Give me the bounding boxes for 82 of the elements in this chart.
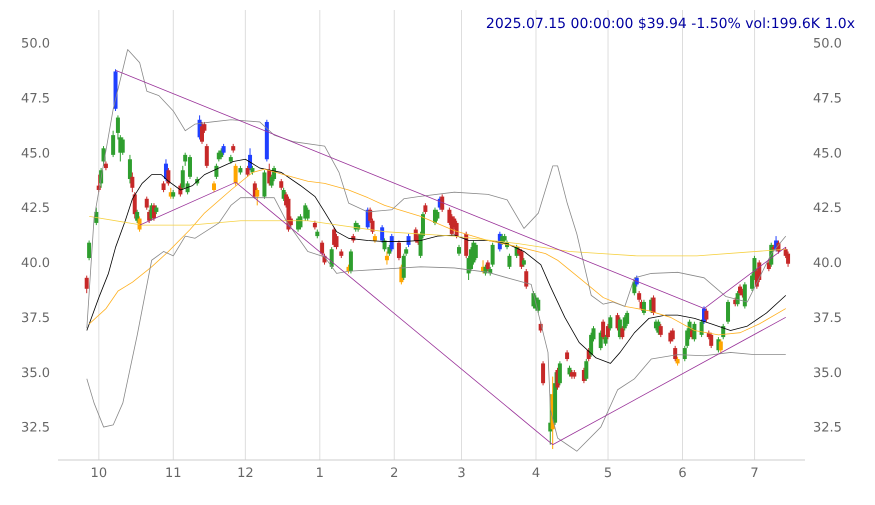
candlestick: [144, 196, 149, 210]
y-tick-label: 42.5: [21, 201, 50, 216]
candlestick: [222, 143, 226, 156]
candlestick: [204, 143, 209, 169]
candlestick: [709, 332, 714, 349]
candlestick: [111, 130, 116, 158]
candlestick: [507, 253, 512, 270]
y2-tick-label: 35.0: [813, 366, 842, 381]
x-tick-label: 4: [532, 466, 540, 482]
x-tick-label: 5: [604, 466, 612, 482]
x-tick-label: 1: [316, 466, 324, 482]
candlestick: [620, 326, 624, 340]
candlestick: [642, 299, 646, 316]
candlestick: [212, 180, 216, 193]
candlestick: [704, 308, 708, 322]
candlestick: [625, 310, 630, 327]
candlestick: [87, 240, 92, 261]
candlestick: [726, 299, 730, 324]
line-series: [86, 158, 786, 364]
candlestick: [474, 242, 478, 261]
candlestick: [457, 244, 461, 256]
y2-tick-label: 42.5: [813, 201, 842, 216]
candlestick: [246, 165, 250, 178]
candlestick: [128, 154, 132, 184]
candlestick: [718, 338, 723, 353]
candlestick: [670, 328, 675, 342]
candlestick: [608, 314, 612, 331]
y-tick-label: 45.0: [21, 146, 50, 162]
candlestick: [524, 268, 528, 290]
candlestick: [130, 172, 134, 193]
line-series: [86, 49, 786, 329]
candlestick: [214, 163, 218, 180]
x-tick-label: 7: [750, 466, 759, 482]
candlestick: [541, 360, 546, 386]
candlestick: [138, 216, 142, 232]
y-tick-label: 35.0: [21, 366, 50, 381]
candlestick: [423, 202, 428, 215]
candlestick: [658, 323, 663, 338]
candlestick: [673, 345, 678, 362]
candlestick: [652, 294, 656, 316]
line-series: [88, 216, 786, 256]
x-tick-label: 2: [390, 466, 398, 482]
y2-tick-label: 50.0: [813, 36, 842, 52]
candlestick: [248, 148, 252, 171]
candlestick: [396, 240, 401, 261]
candlestick: [565, 350, 570, 362]
candlestick: [162, 180, 166, 193]
y2-tick-label: 32.5: [813, 420, 842, 436]
y2-tick-label: 45.0: [813, 146, 842, 162]
y2-tick-label: 37.5: [813, 310, 842, 326]
candlestick: [255, 187, 260, 206]
candlestick: [384, 250, 389, 266]
candlestick: [279, 178, 284, 190]
candlestick: [166, 168, 170, 186]
candlestick: [234, 163, 238, 186]
chart-title: 2025.07.15 00:00:00 $39.94 -1.50% vol:199.6K 1.0x: [486, 16, 855, 32]
x-tick-label: 12: [237, 466, 254, 482]
y-tick-label: 50.0: [21, 36, 50, 52]
candlestick: [132, 192, 137, 220]
candlestick: [390, 233, 394, 252]
candlestick: [440, 194, 444, 212]
candlestick: [700, 319, 704, 338]
candlestick: [306, 207, 310, 222]
x-tick-label: 6: [678, 466, 687, 482]
y-tick-label: 47.5: [21, 91, 50, 106]
y-tick-label: 40.0: [21, 256, 50, 272]
y-tick-label: 32.5: [21, 420, 50, 436]
candlestick: [380, 224, 384, 244]
candlestick: [786, 250, 790, 268]
x-tick-label: 10: [90, 466, 108, 482]
candlestick: [486, 260, 490, 272]
y2-tick-label: 47.5: [813, 91, 842, 106]
y-tick-label: 37.5: [21, 310, 50, 326]
candlestick: [490, 242, 495, 268]
candlestick: [584, 358, 588, 382]
candlestick: [84, 275, 89, 294]
candlestick: [558, 360, 562, 386]
candlestick: [435, 209, 440, 222]
y2-tick-label: 40.0: [813, 256, 842, 272]
x-tick-label: 11: [165, 466, 182, 482]
candlestick: [406, 233, 411, 248]
x-tick-label: 3: [457, 466, 466, 482]
